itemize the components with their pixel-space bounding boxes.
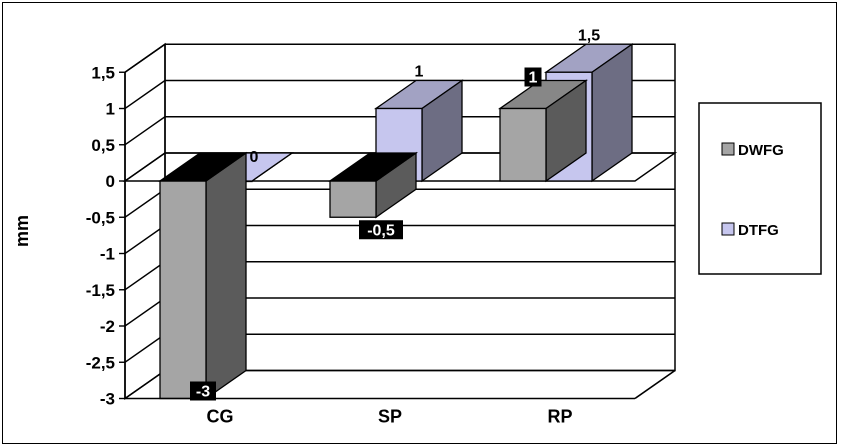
bar-side	[205, 151, 247, 400]
x-axis-depth	[634, 369, 676, 400]
legend-box	[698, 102, 822, 275]
data-label-box	[524, 67, 542, 87]
bar-dwfg-rp	[497, 79, 589, 183]
zero-plane	[122, 152, 678, 182]
y-axis-label: mm	[12, 215, 32, 247]
data-label: 1	[415, 64, 424, 81]
bars	[157, 43, 635, 400]
side-wall	[124, 42, 166, 400]
y-tick-label: 1	[106, 100, 115, 119]
data-label: 0	[250, 149, 259, 166]
y-tick-label: -0,5	[86, 208, 115, 227]
y-tick-label: 0,5	[91, 136, 115, 155]
bar-front	[499, 107, 547, 182]
y-tick-label: -2,5	[86, 353, 115, 372]
legend-label-dwfg: DWFG	[738, 142, 784, 159]
y-tick-label: -1	[100, 245, 115, 264]
data-label: 1	[529, 70, 538, 87]
category-label: CG	[207, 407, 234, 427]
data-label-box	[359, 220, 403, 240]
bar-front	[159, 180, 207, 400]
legend-swatch-dtfg	[721, 222, 735, 236]
category-label: SP	[378, 407, 402, 427]
gridline	[124, 43, 675, 73]
category-label: RP	[547, 407, 572, 427]
y-tick-label: 0	[106, 172, 115, 191]
y-tick-label: -3	[100, 390, 115, 409]
y-tick-label: -2	[100, 317, 115, 336]
legend-label-dtfg: DTFG	[738, 222, 779, 239]
data-label-box	[190, 381, 216, 401]
axes: 1,5 1 0,5 0 -0,5 -1 -1,5 -2 -2,5 -3 CG SP RP mm	[12, 63, 676, 427]
bar-front	[329, 180, 377, 218]
bar-dwfg-sp	[327, 151, 419, 219]
y-tick-label: 1,5	[91, 63, 115, 82]
bar-opening	[327, 152, 419, 182]
gridline	[124, 79, 675, 110]
chart-border	[2, 2, 837, 444]
legend-swatch-dwfg	[721, 142, 735, 156]
y-tick-label: -1,5	[86, 281, 115, 300]
data-label: 1,5	[578, 27, 600, 44]
data-labels: -3 0 -0,5 1 1 1,5	[190, 27, 600, 401]
legend: DWFG DTFG	[698, 102, 822, 275]
data-label: -0,5	[367, 222, 395, 239]
data-label: -3	[196, 384, 210, 401]
bar-dwfg-cg	[157, 151, 249, 400]
bar-opening	[157, 152, 249, 182]
